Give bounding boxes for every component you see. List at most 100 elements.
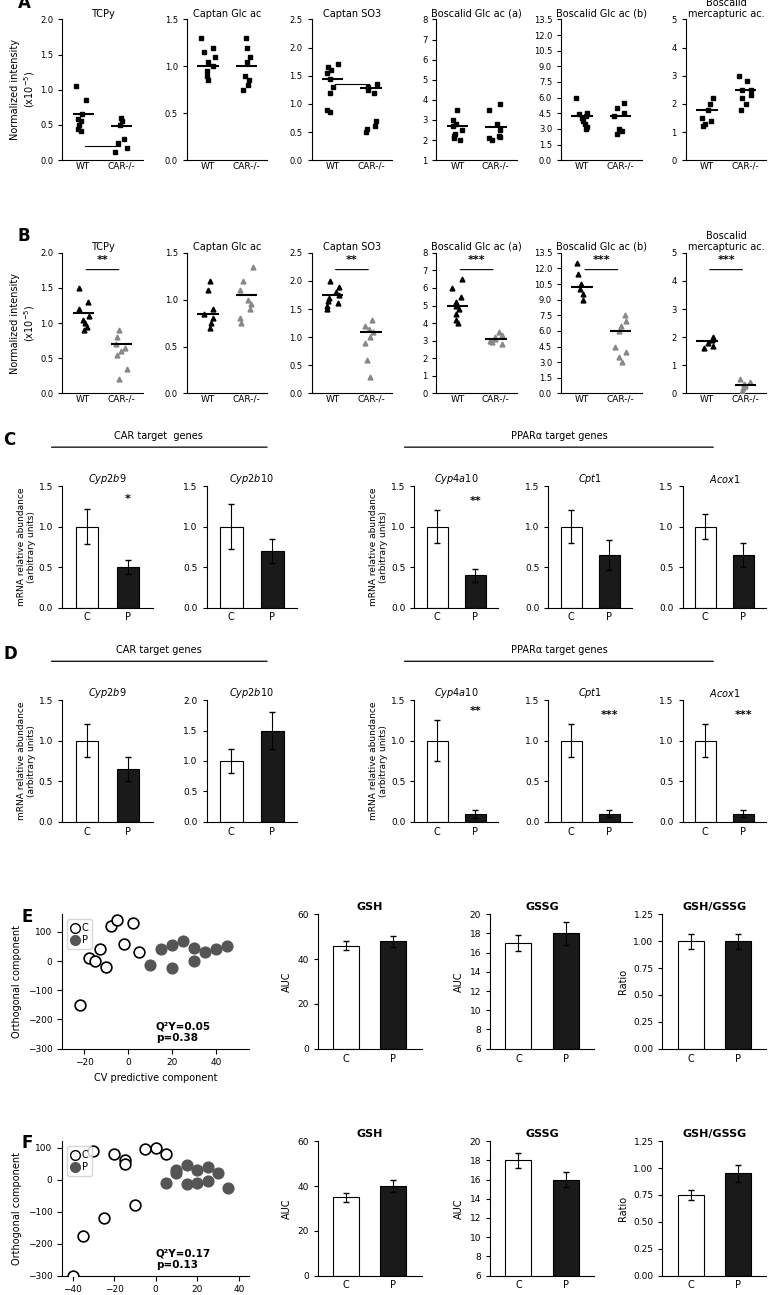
Point [166, 958, 178, 979]
Bar [552, 1180, 579, 1295]
Title: GSH: GSH [356, 903, 383, 912]
Point [97, 1208, 110, 1229]
Text: **: ** [96, 255, 108, 265]
Point [159, 1172, 172, 1193]
Bar [426, 527, 447, 607]
Point [199, 941, 212, 962]
Bar [333, 1197, 359, 1276]
Bar [733, 813, 754, 822]
Text: p=0.13: p=0.13 [156, 1260, 198, 1269]
Title: GSH/GSSG: GSH/GSSG [682, 1129, 747, 1140]
X-axis label: CV predictive component: CV predictive component [94, 1074, 218, 1083]
Point [104, 916, 117, 936]
Point [170, 1163, 183, 1184]
Point [202, 1171, 214, 1191]
Text: E: E [21, 908, 33, 926]
Legend: C, P: C, P [67, 919, 93, 949]
Point [108, 1143, 121, 1164]
Y-axis label: Orthogonal component: Orthogonal component [12, 1151, 23, 1265]
Point [212, 1163, 224, 1184]
Point [117, 934, 130, 954]
Title: $\it{Cyp4a10}$: $\it{Cyp4a10}$ [434, 686, 478, 701]
Y-axis label: AUC: AUC [282, 1198, 292, 1219]
Y-axis label: Normalized intensity
(x10$^{-5}$): Normalized intensity (x10$^{-5}$) [10, 273, 37, 374]
Bar [506, 1160, 531, 1295]
Bar [75, 741, 98, 822]
Bar [426, 741, 447, 822]
Point [144, 954, 156, 975]
Text: A: A [18, 0, 31, 12]
Bar [599, 556, 620, 607]
Y-axis label: AUC: AUC [454, 1198, 464, 1219]
Bar [695, 741, 716, 822]
Title: $\it{Acox1}$: $\it{Acox1}$ [709, 473, 740, 486]
Bar [678, 941, 704, 1049]
Point [74, 995, 86, 1015]
Point [221, 936, 233, 957]
Point [118, 1150, 131, 1171]
Y-axis label: AUC: AUC [454, 971, 464, 992]
Bar [506, 943, 531, 1106]
Bar [599, 813, 620, 822]
Point [166, 935, 178, 956]
Point [159, 1143, 172, 1164]
Bar [561, 741, 582, 822]
Text: ***: *** [593, 255, 610, 265]
Point [149, 1137, 162, 1158]
Bar [725, 941, 751, 1049]
Title: GSH/GSSG: GSH/GSSG [682, 903, 747, 912]
Text: F: F [21, 1134, 33, 1153]
Bar [678, 1195, 704, 1276]
Y-axis label: Ratio: Ratio [618, 1195, 628, 1221]
Bar [380, 941, 406, 1049]
Bar [220, 527, 243, 607]
Point [191, 1172, 204, 1193]
Bar [333, 945, 359, 1049]
Text: **: ** [469, 496, 481, 505]
Text: C: C [4, 431, 16, 449]
Bar [464, 575, 485, 607]
Title: Boscalid Glc ac (b): Boscalid Glc ac (b) [555, 9, 647, 18]
Title: $\it{Acox1}$: $\it{Acox1}$ [709, 688, 740, 699]
Y-axis label: Ratio: Ratio [618, 969, 628, 995]
Point [93, 939, 106, 960]
Text: PPARα target genes: PPARα target genes [511, 431, 608, 442]
Point [210, 939, 223, 960]
Title: Boscalid Glc ac (b): Boscalid Glc ac (b) [555, 242, 647, 253]
Title: Boscalid
mercapturic ac.: Boscalid mercapturic ac. [688, 0, 765, 18]
Point [180, 1155, 193, 1176]
Point [89, 951, 101, 971]
Bar [464, 813, 485, 822]
Point [202, 1156, 214, 1177]
Bar [75, 527, 98, 607]
Y-axis label: Orthogonal component: Orthogonal component [12, 925, 23, 1039]
Y-axis label: AUC: AUC [282, 971, 292, 992]
Title: Boscalid Glc ac (a): Boscalid Glc ac (a) [431, 9, 522, 18]
Bar [261, 550, 284, 607]
Bar [220, 761, 243, 822]
Text: CAR target genes: CAR target genes [116, 645, 202, 655]
Bar [695, 527, 716, 607]
Title: Boscalid Glc ac (a): Boscalid Glc ac (a) [431, 242, 522, 253]
Title: Boscalid
mercapturic ac.: Boscalid mercapturic ac. [688, 232, 765, 253]
Title: GSSG: GSSG [525, 903, 559, 912]
Title: TCPy: TCPy [90, 242, 114, 253]
Text: PPARα target genes: PPARα target genes [511, 645, 608, 655]
Bar [725, 1173, 751, 1276]
Title: Captan Glc ac: Captan Glc ac [193, 9, 261, 18]
Title: Captan SO3: Captan SO3 [323, 242, 381, 253]
Point [170, 1159, 183, 1180]
Title: $\it{Cyp2b10}$: $\it{Cyp2b10}$ [230, 686, 274, 701]
Title: $\it{Cyp2b9}$: $\it{Cyp2b9}$ [88, 473, 127, 486]
Point [177, 930, 189, 951]
Bar [561, 527, 582, 607]
Point [126, 913, 138, 934]
Legend: C, P: C, P [67, 1146, 93, 1176]
Point [133, 941, 145, 962]
Y-axis label: mRNA relative abundance
(arbitrary units): mRNA relative abundance (arbitrary units… [369, 702, 388, 820]
Title: $\it{Cyp2b9}$: $\it{Cyp2b9}$ [88, 686, 127, 701]
Point [100, 957, 113, 978]
Point [139, 1138, 152, 1159]
Text: ***: *** [601, 710, 619, 720]
Point [188, 951, 201, 971]
